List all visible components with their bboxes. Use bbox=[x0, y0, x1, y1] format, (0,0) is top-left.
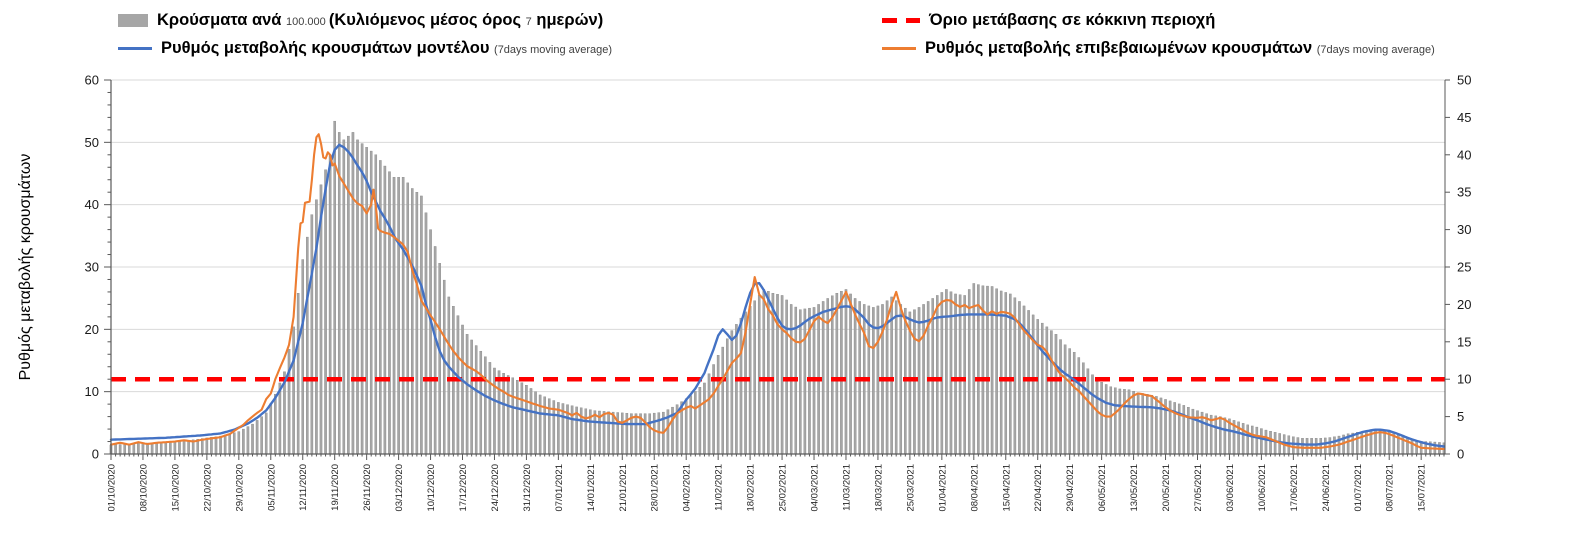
right-axis-tick-label: 35 bbox=[1457, 185, 1471, 200]
right-axis-tick-label: 10 bbox=[1457, 372, 1471, 387]
x-axis-date-label: 24/06/2021 bbox=[1321, 464, 1332, 512]
x-axis-date-label: 24/12/2020 bbox=[490, 464, 501, 512]
blue-line-swatch bbox=[118, 46, 152, 50]
left-axis-tick-label: 20 bbox=[85, 322, 99, 337]
red-dashed-swatch bbox=[882, 17, 920, 23]
legend-label-confirmed-rate-line: Ρυθμός μεταβολής επιβεβαιωμένων κρουσμάτ… bbox=[925, 39, 1435, 58]
legend-label-model-rate-line: Ρυθμός μεταβολής κρουσμάτων μοντέλου (7d… bbox=[161, 39, 612, 58]
legend-label-red-zone-threshold: Όριο μετάβασης σε κόκκινη περιοχή bbox=[929, 11, 1215, 30]
x-axis-date-label: 10/12/2020 bbox=[426, 464, 437, 512]
gray-bar-swatch bbox=[118, 13, 148, 27]
legend-text-segment: ημερών) bbox=[531, 10, 604, 29]
x-axis-date-label: 27/05/2021 bbox=[1193, 464, 1204, 512]
legend-text-segment: Κρούσματα ανά bbox=[157, 10, 287, 29]
right-axis-tick-label: 25 bbox=[1457, 260, 1471, 275]
right-axis-tick-label: 20 bbox=[1457, 297, 1471, 312]
right-axis-tick-label: 45 bbox=[1457, 110, 1471, 125]
x-axis-date-label: 25/03/2021 bbox=[905, 464, 916, 512]
legend-label-cases-bars: Κρούσματα ανά 100.000 (Κυλιόμενος μέσος … bbox=[157, 11, 603, 30]
right-axis-tick-label: 30 bbox=[1457, 222, 1471, 237]
x-axis-date-label: 03/12/2020 bbox=[394, 464, 405, 512]
model-rate-line bbox=[109, 143, 1446, 448]
left-axis-ticks: 0 10 20 30 40 50 60 bbox=[85, 73, 111, 462]
left-axis-tick-label: 50 bbox=[85, 135, 99, 150]
x-axis-date-label: 28/01/2021 bbox=[650, 464, 661, 512]
legend-item-confirmed-rate-line: Ρυθμός μεταβολής επιβεβαιωμένων κρουσμάτ… bbox=[882, 34, 1435, 62]
confirmed-rate-line bbox=[109, 133, 1446, 451]
left-axis-tick-label: 30 bbox=[85, 260, 99, 275]
x-axis-date-label: 18/03/2021 bbox=[873, 464, 884, 512]
x-axis-date-label: 01/10/2020 bbox=[107, 464, 118, 512]
x-axis-date-label: 15/04/2021 bbox=[1001, 464, 1012, 512]
legend-text-segment: Όριο μετάβασης σε κόκκινη περιοχή bbox=[929, 10, 1216, 29]
right-axis-tick-label: 0 bbox=[1457, 447, 1464, 462]
x-axis-date-label: 22/04/2021 bbox=[1033, 464, 1044, 512]
legend-text-segment: 7 bbox=[525, 15, 532, 28]
legend-text-segment: (7days moving average) bbox=[494, 43, 613, 56]
x-axis-date-label: 04/03/2021 bbox=[810, 464, 821, 512]
x-axis-date-label: 01/04/2021 bbox=[937, 464, 948, 512]
x-axis-date-label: 22/10/2020 bbox=[202, 464, 213, 512]
x-axis-date-label: 06/05/2021 bbox=[1097, 464, 1108, 512]
right-axis-tick-label: 15 bbox=[1457, 334, 1471, 349]
legend-text-segment: 100.000 bbox=[286, 15, 329, 28]
x-axis-date-label: 18/02/2021 bbox=[746, 464, 757, 512]
legend-text-segment: (Κυλιόμενος μέσος όρος bbox=[328, 10, 526, 29]
x-axis-date-label: 15/07/2021 bbox=[1417, 464, 1428, 512]
legend-text-segment: Ρυθμός μεταβολής επιβεβαιωμένων κρουσμάτ… bbox=[925, 38, 1317, 57]
legend-item-red-zone-threshold: Όριο μετάβασης σε κόκκινη περιοχή bbox=[882, 6, 1215, 34]
x-axis-date-label: 08/10/2020 bbox=[138, 464, 149, 512]
x-axis-ticks: 01/10/2020 08/10/2020 15/10/2020 22/10/2020… bbox=[107, 454, 1445, 512]
orange-line-swatch bbox=[882, 46, 916, 50]
x-axis-date-label: 17/06/2021 bbox=[1289, 464, 1300, 512]
left-axis-tick-label: 40 bbox=[85, 197, 99, 212]
legend-item-model-rate-line: Ρυθμός μεταβολής κρουσμάτων μοντέλου (7d… bbox=[118, 34, 612, 62]
x-axis-date-label: 26/11/2020 bbox=[362, 464, 373, 511]
x-axis-date-label: 11/03/2021 bbox=[841, 464, 852, 511]
x-axis-date-label: 25/02/2021 bbox=[778, 464, 789, 512]
x-axis-date-label: 10/06/2021 bbox=[1257, 464, 1268, 512]
left-axis-tick-label: 10 bbox=[85, 384, 99, 399]
x-axis-date-label: 01/07/2021 bbox=[1353, 464, 1364, 512]
x-axis-date-label: 17/12/2020 bbox=[458, 464, 469, 512]
x-axis-date-label: 21/01/2021 bbox=[618, 464, 629, 512]
right-axis-tick-label: 40 bbox=[1457, 147, 1471, 162]
left-axis-title: Ρυθμός μεταβολής κρουσμάτων bbox=[17, 154, 34, 381]
right-axis-ticks: 0 5 10 15 20 25 30 35 40 45 50 bbox=[1445, 73, 1471, 462]
legend-item-cases-bars: Κρούσματα ανά 100.000 (Κυλιόμενος μέσος … bbox=[118, 6, 603, 34]
right-axis-tick-label: 50 bbox=[1457, 73, 1471, 88]
left-axis-tick-label: 60 bbox=[85, 73, 99, 88]
x-axis-date-label: 08/04/2021 bbox=[969, 464, 980, 512]
x-axis-date-label: 03/06/2021 bbox=[1225, 464, 1236, 512]
x-axis-date-label: 15/10/2020 bbox=[170, 464, 181, 512]
x-axis-date-label: 31/12/2020 bbox=[522, 464, 533, 512]
x-axis-date-label: 20/05/2021 bbox=[1161, 464, 1172, 512]
x-axis-date-label: 08/07/2021 bbox=[1385, 464, 1396, 512]
gridlines bbox=[111, 79, 1445, 393]
legend-text-segment: (7days moving average) bbox=[1316, 43, 1435, 56]
x-axis-date-label: 29/10/2020 bbox=[234, 464, 245, 512]
x-axis-date-label: 13/05/2021 bbox=[1129, 464, 1140, 512]
x-axis-date-label: 05/11/2020 bbox=[266, 464, 277, 511]
x-axis-date-label: 12/11/2020 bbox=[298, 464, 309, 511]
x-axis-date-label: 07/01/2021 bbox=[554, 464, 565, 512]
x-axis-date-label: 29/04/2021 bbox=[1065, 464, 1076, 512]
legend-text-segment: Ρυθμός μεταβολής κρουσμάτων μοντέλου bbox=[161, 38, 495, 57]
left-axis-tick-label: 0 bbox=[92, 447, 99, 462]
right-axis-tick-label: 5 bbox=[1457, 409, 1464, 424]
x-axis-date-label: 19/11/2020 bbox=[330, 464, 341, 511]
x-axis-date-label: 04/02/2021 bbox=[682, 464, 693, 512]
x-axis-date-label: 14/01/2021 bbox=[586, 464, 597, 512]
x-axis-date-label: 11/02/2021 bbox=[714, 464, 725, 511]
